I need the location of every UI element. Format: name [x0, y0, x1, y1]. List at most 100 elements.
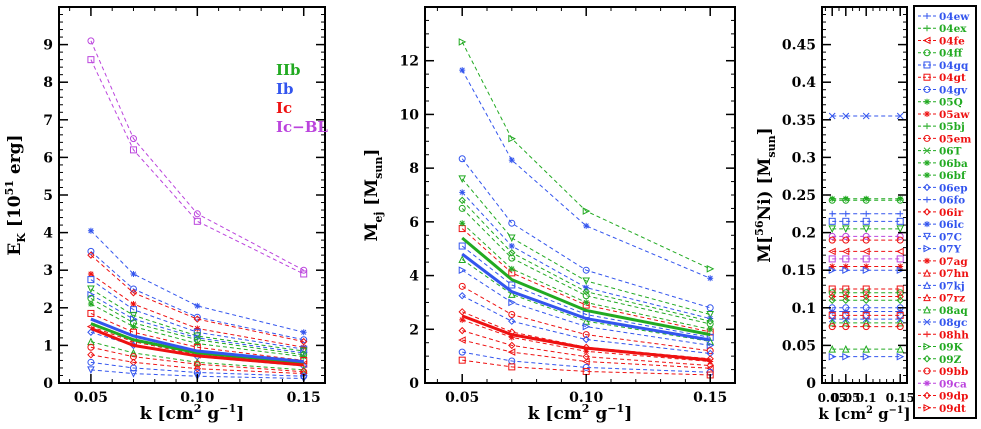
panel-mej-point-12-2	[582, 331, 590, 339]
legend-label-04ff: 04ff	[939, 48, 964, 60]
panel-ni-point-6-2	[862, 232, 870, 240]
panel-mej-point-13-1	[508, 317, 516, 325]
panel-ek-point-5-1	[130, 301, 137, 308]
legend-marker-06bf	[924, 172, 930, 179]
panel-ek-point-10-0	[87, 301, 94, 308]
panel-ek-series-line-10	[90, 303, 304, 358]
panel-ni-point-20-0	[828, 318, 837, 327]
panel-mej-point-3-1	[507, 234, 516, 243]
panel-ni-point-11-2	[862, 266, 871, 275]
panel-ni-ytick-label: 0.2	[792, 226, 816, 242]
legend-label-07ag: 07ag	[939, 256, 968, 268]
legend-marker-08gc	[923, 318, 931, 326]
legend-marker-04ex	[924, 25, 930, 32]
legend-marker-09Z	[923, 355, 931, 363]
legend-marker-06ir	[923, 208, 931, 216]
panel-mej-series-line-16	[462, 330, 711, 367]
panel-mej-point-12-0	[458, 282, 466, 290]
panel-mej-point-0-1	[508, 134, 516, 143]
panel-ni-point-22-0	[828, 345, 837, 353]
panel-ni-point-12-3	[896, 285, 904, 293]
panel-ni-point-4-3	[896, 217, 904, 225]
panel-ek-series-line-4	[90, 254, 304, 343]
panel-ek-series-line-15	[90, 346, 304, 373]
legend-marker-06ep	[923, 183, 931, 192]
panel-ek-series-line-7	[90, 288, 304, 352]
panel-mej-point-8-1	[508, 265, 515, 272]
panel-ek-point-10-1	[130, 323, 137, 330]
legend-label-08hh: 08hh	[939, 329, 969, 341]
panel-mej-point-3-2	[582, 277, 591, 286]
panel-ek-series-line-8	[90, 294, 304, 354]
panel-mej-series-line-5	[461, 200, 711, 322]
panel-mej-point-11-3	[706, 341, 715, 350]
panel-mej-ytick-label: 0	[409, 376, 419, 392]
panel-mej-point-10-1	[507, 290, 516, 298]
legend-marker-07rz	[923, 293, 931, 302]
legend-label-04gq: 04gq	[939, 60, 969, 72]
legend-label-07kj: 07kj	[939, 280, 965, 292]
legend-marker-07kj	[923, 281, 931, 289]
panel-ni-point-23-1	[842, 352, 850, 361]
panel-mej-point-14-0	[458, 308, 466, 316]
panel-ejecta-mass: 0 2 4 6 8 10 12 0.05 0.10 0.15 k [cm2 g−1] Mej [Msu…	[362, 6, 736, 424]
panel-ni-point-6-1	[842, 232, 850, 240]
panel-mej-point-10-2	[582, 317, 591, 325]
panel-ek-point-2-1	[130, 270, 137, 277]
panel-mej-series-line-11	[461, 269, 711, 346]
panel-ni-point-0-2	[862, 112, 870, 120]
panel-mej-ytick-label: 12	[400, 54, 419, 70]
panel-ni-point-2-0	[828, 196, 836, 204]
legend-marker-05bj	[924, 123, 930, 130]
panel-ni-point-23-3	[896, 352, 905, 361]
panel-ek-xtick-label: 0.05	[74, 390, 108, 406]
panel-ek-point-1-0	[87, 56, 95, 64]
legend-label-09Z: 09Z	[939, 354, 962, 366]
panel-ek-ytick-label: 6	[43, 150, 53, 166]
panel-ni-point-3-0	[829, 210, 836, 217]
legend-label-06bf: 06bf	[939, 170, 967, 182]
panel-ni-xtick-label: 0.05	[831, 391, 860, 405]
panel-mej-xtick-label: 0.10	[569, 390, 603, 406]
panel-mej-point-9-1	[508, 281, 516, 289]
legend-marker-09dt	[923, 403, 932, 412]
panel-ni-point-20-1	[841, 318, 850, 327]
panel-ni-point-1-2	[863, 195, 870, 202]
panel-kinetic-energy: 0 1 2 3 4 5 6 7 8 9 0.05 0.10 0.15 k [cm2 g−1] EK [105…	[3, 6, 328, 424]
supernova-legend: 04ew04ex04fe04ff04gq04gt04gv05Q05aw05bj0…	[913, 5, 977, 419]
panel-mej-series-line-1	[461, 69, 711, 279]
panel-ni-point-10-2	[863, 263, 870, 270]
panel-mej-ylabel: Mej [Msun]	[362, 149, 385, 242]
panel-ek-ytick-label: 5	[43, 188, 53, 204]
legend-marker-07C	[923, 232, 931, 241]
panel-ni-ytick-label: 0.35	[782, 113, 816, 129]
panel-mej-point-13-2	[582, 335, 590, 344]
panel-mej-point-11-2	[582, 322, 591, 331]
panel-mej-point-5-2	[582, 287, 590, 296]
panel-ni-ylabel: M[56Ni) [Msun]	[753, 127, 778, 262]
panel-ek-series-line-11	[90, 312, 304, 361]
panel-ek-ytick-label: 7	[43, 113, 53, 129]
panel-ek-point-0-2	[193, 210, 201, 218]
panel-mej-mean-line-Ib	[461, 252, 711, 342]
panel-ni-point-5-3	[896, 225, 905, 233]
panel-ni-point-1-1	[842, 195, 849, 202]
panel-ek-series-line-3	[90, 251, 304, 341]
panel-ni-point-4-1	[842, 217, 850, 225]
panel-ek-xtick-label: 0.15	[287, 390, 321, 406]
panel-ek-point-0-1	[129, 135, 137, 143]
legend-marker-09bb	[923, 367, 931, 375]
legend-marker-04gv	[923, 85, 931, 93]
panel-mej-point-5-3	[706, 317, 714, 325]
panel-ni-point-11-3	[896, 266, 905, 275]
panel-mej-point-2-2	[582, 266, 590, 274]
group-legend-IIb: IIb	[276, 61, 301, 79]
legend-label-07hn: 07hn	[939, 268, 969, 280]
panel-ek-point-13-0	[87, 328, 95, 336]
panel-mej-point-4-2	[583, 284, 590, 291]
panel-ek-point-5-0	[87, 270, 94, 277]
panel-mej-mean-line-IIb	[461, 236, 711, 337]
legend-marker-06ba	[924, 159, 930, 166]
panel-ek-series-line-0	[90, 40, 304, 271]
panel-mej-series-line-18	[462, 351, 711, 373]
